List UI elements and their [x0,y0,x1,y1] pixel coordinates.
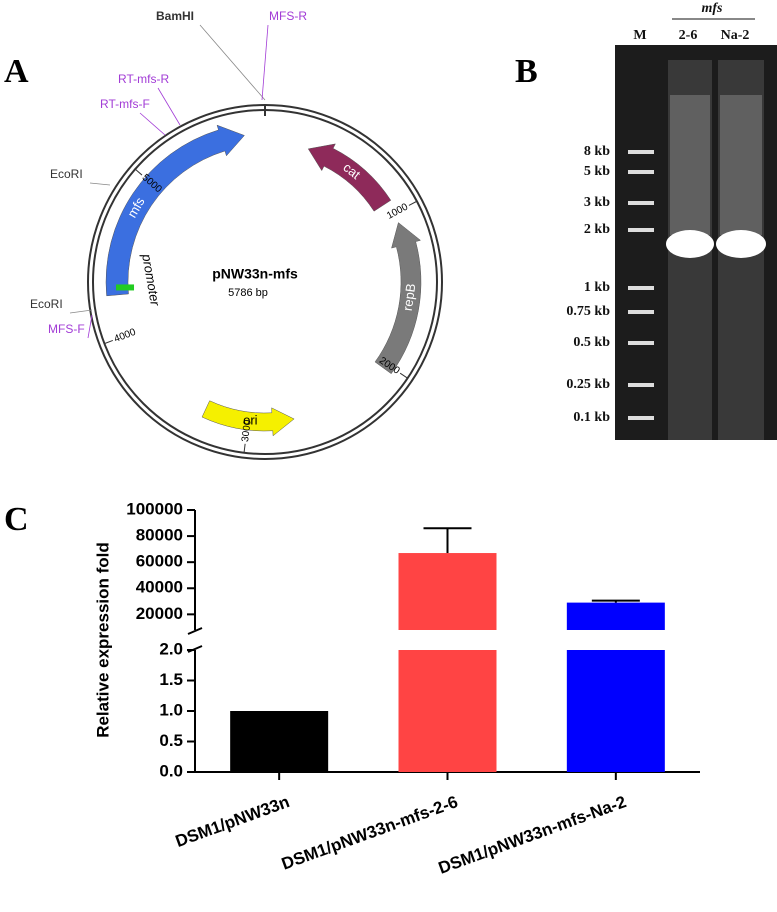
y-tick-label: 100000 [126,499,183,518]
marker-label: 2 kb [584,222,610,237]
promoter-mark [116,284,135,291]
lane-label: 2-6 [679,28,698,43]
lane-label: M [633,28,646,43]
plasmid-size: 5786 bp [228,287,268,299]
site-label: EcoRI [30,297,63,311]
x-tick-label: DSM1/pNW33n-mfs-2-6 [279,792,460,874]
site-leader [157,87,181,126]
axis-break [187,645,203,653]
axis-break [187,627,203,635]
lane-labels: M 2-6 Na-2 [633,28,749,43]
panel-letter: A [4,53,29,90]
band [716,230,766,258]
ladder-band [628,170,654,174]
gel-image [615,45,777,440]
bar [566,602,665,630]
ladder-band [628,150,654,154]
y-tick-label: 0.0 [159,761,183,780]
marker-label: 0.1 kb [573,410,610,425]
site-label: RT-mfs-F [100,97,150,111]
feature-label: ori [243,413,258,428]
site-leader [261,24,269,101]
bar [230,711,329,772]
ladder-band [628,286,654,290]
marker-label: 0.5 kb [573,335,610,350]
feature-label: repB [400,282,419,311]
site-leader [69,309,93,314]
ladder-band [628,228,654,232]
bar [566,650,665,772]
marker-label: 1 kb [584,280,610,295]
y-tick-label: 1.5 [159,670,183,689]
bar [398,650,497,772]
backbone [87,104,443,460]
x-tick-label: DSM1/pNW33n-mfs-Na-2 [436,792,629,878]
feature-arrow [201,400,295,437]
band [666,230,714,258]
coordinate-tick [243,443,246,453]
ladder-band [628,383,654,387]
feature-arrow [307,143,392,212]
marker-label: 0.75 kb [566,304,610,319]
coordinate-label: 4000 [113,327,138,345]
y-tick-label: 60000 [136,552,183,571]
site-label: MFS-R [269,9,307,23]
bar [398,553,497,630]
x-tick-label: DSM1/pNW33n [173,792,292,851]
site-leader [89,182,111,186]
y-tick-label: 0.5 [159,731,183,750]
lane-smear [670,95,710,235]
marker-label: 8 kb [584,144,610,159]
y-axis-label: Relative expression fold [93,542,112,738]
feature-label: promoter [139,252,163,307]
y-tick-label: 80000 [136,526,183,545]
marker-label: 0.25 kb [566,377,610,392]
ladder-band [628,310,654,314]
lane-smear [720,95,762,235]
site-leader [87,314,93,339]
coordinate-label: 3000 [240,419,254,443]
site-label: EcoRI [50,167,83,181]
site-label: RT-mfs-R [118,72,169,86]
site-leader [199,24,266,101]
marker-labels: 8 kb 5 kb 3 kb 2 kb 1 kb 0.75 kb 0.5 kb 0.25 kb… [566,144,654,425]
site-leader [139,112,166,136]
panel-letter: C [4,501,29,538]
y-tick-label: 1.0 [159,700,183,719]
chart: 0.0 0.5 1.0 1.5 2.0 20000 40000 60000 80000 10000… [126,499,700,878]
group-label: mfs [702,1,724,16]
coordinate-tick [399,372,408,379]
site-label: BamHI [156,9,194,23]
y-tick-label: 2.0 [159,639,183,658]
lane-label: Na-2 [721,28,750,43]
ladder-band [628,416,654,420]
site-label: MFS-F [48,322,85,336]
marker-label: 5 kb [584,164,610,179]
y-tick-label: 40000 [136,578,183,597]
ladder-band [628,341,654,345]
coordinate-tick [408,200,418,206]
coordinate-label: 1000 [385,201,410,221]
ladder-band [628,201,654,205]
coordinate-tick [134,168,143,176]
panel-letter: B [515,53,538,90]
plasmid-name: pNW33n-mfs [212,266,298,282]
y-tick-label: 20000 [136,604,183,623]
coordinate-tick [104,339,114,345]
feature-arrow [374,222,422,375]
marker-label: 3 kb [584,195,610,210]
